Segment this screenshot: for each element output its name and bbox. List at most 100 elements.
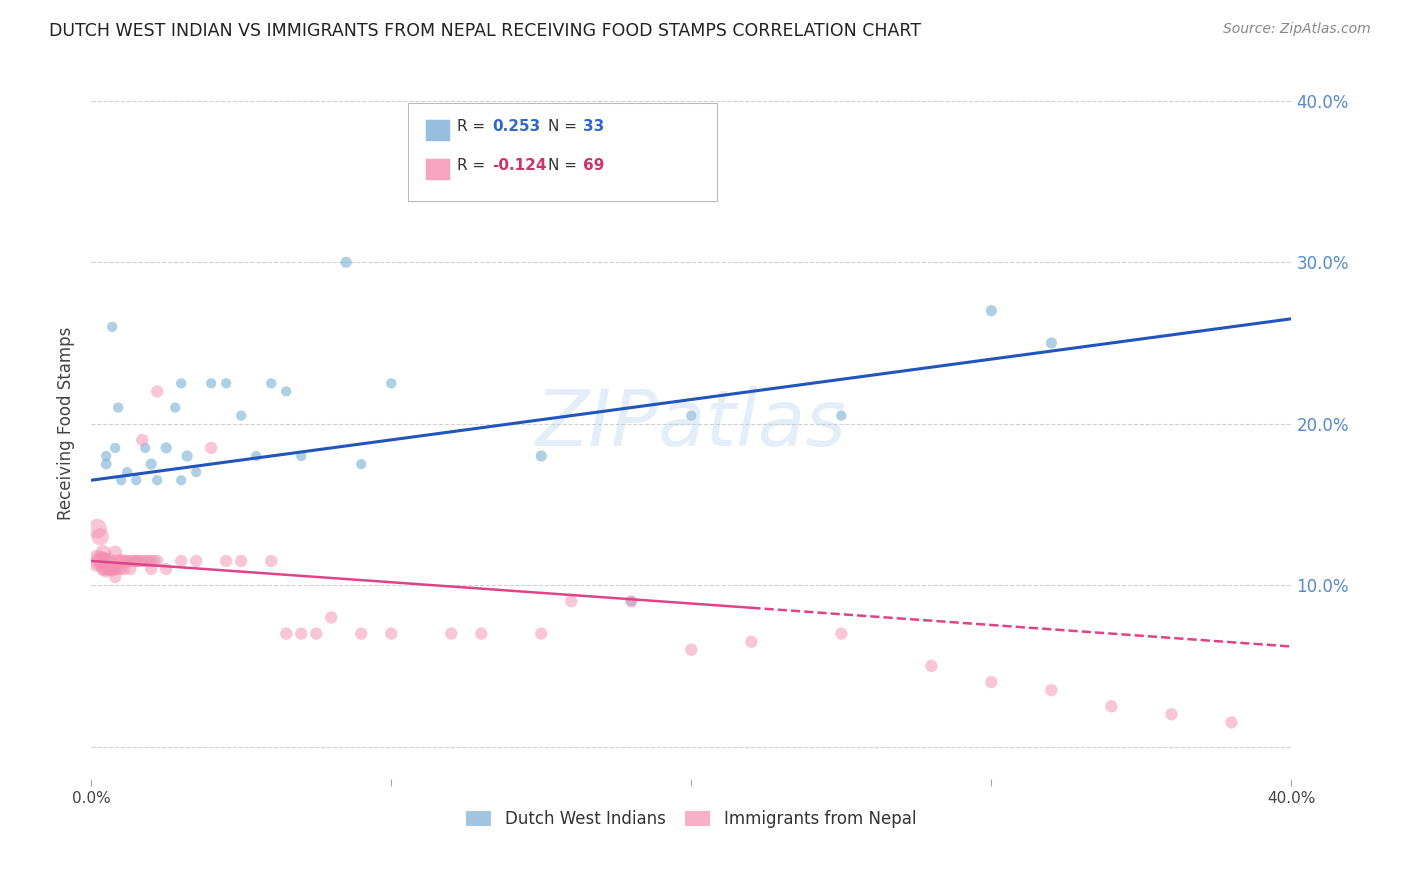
Point <box>321 610 343 624</box>
Point <box>186 554 208 568</box>
Point <box>440 626 463 640</box>
Point <box>141 457 163 471</box>
Point <box>89 530 111 544</box>
Point <box>96 449 118 463</box>
Point <box>112 554 135 568</box>
Point <box>107 401 129 415</box>
Point <box>91 546 114 560</box>
Point <box>170 376 193 391</box>
Point <box>176 449 198 463</box>
Point <box>260 554 283 568</box>
Point <box>186 465 208 479</box>
Y-axis label: Receiving Food Stamps: Receiving Food Stamps <box>58 327 75 520</box>
Point <box>125 554 148 568</box>
Point <box>1220 715 1243 730</box>
Point <box>380 626 402 640</box>
Point <box>146 473 169 487</box>
Point <box>1040 336 1063 351</box>
Point <box>620 594 643 608</box>
Point <box>98 554 121 568</box>
Point <box>350 626 373 640</box>
Point <box>96 562 118 576</box>
Legend: Dutch West Indians, Immigrants from Nepal: Dutch West Indians, Immigrants from Nepa… <box>460 803 922 835</box>
Point <box>91 554 114 568</box>
Point <box>134 441 156 455</box>
Point <box>200 376 222 391</box>
Point <box>91 562 114 576</box>
Point <box>155 562 177 576</box>
Point <box>305 626 328 640</box>
Point <box>146 384 169 399</box>
Point <box>89 554 111 568</box>
Point <box>104 546 127 560</box>
Text: Source: ZipAtlas.com: Source: ZipAtlas.com <box>1223 22 1371 37</box>
Point <box>98 562 121 576</box>
Point <box>1099 699 1122 714</box>
Point <box>101 562 124 576</box>
Point <box>86 554 108 568</box>
Point <box>136 554 159 568</box>
Point <box>1040 683 1063 698</box>
Point <box>245 449 267 463</box>
Point <box>120 554 142 568</box>
Point <box>115 554 138 568</box>
Point <box>260 376 283 391</box>
Point <box>107 562 129 576</box>
Point <box>120 562 142 576</box>
Point <box>920 659 942 673</box>
Text: N =: N = <box>548 159 582 173</box>
Point <box>530 626 553 640</box>
Point <box>141 562 163 576</box>
Point <box>96 457 118 471</box>
Text: DUTCH WEST INDIAN VS IMMIGRANTS FROM NEPAL RECEIVING FOOD STAMPS CORRELATION CHA: DUTCH WEST INDIAN VS IMMIGRANTS FROM NEP… <box>49 22 921 40</box>
Point <box>110 562 132 576</box>
Point <box>125 473 148 487</box>
Point <box>335 255 357 269</box>
Point <box>128 554 150 568</box>
Point <box>96 554 118 568</box>
Point <box>110 473 132 487</box>
Point <box>134 554 156 568</box>
Point <box>112 562 135 576</box>
Point <box>101 319 124 334</box>
Point <box>290 626 312 640</box>
Point <box>231 554 253 568</box>
Point <box>170 554 193 568</box>
Point <box>740 634 762 648</box>
Point <box>165 401 187 415</box>
Point <box>231 409 253 423</box>
Point <box>125 554 148 568</box>
Text: -0.124: -0.124 <box>492 159 547 173</box>
Point <box>141 554 163 568</box>
Point <box>131 433 153 447</box>
Point <box>143 554 166 568</box>
Point <box>1160 707 1182 722</box>
Point <box>830 626 852 640</box>
Point <box>276 384 298 399</box>
Point <box>470 626 492 640</box>
Point <box>104 562 127 576</box>
Point <box>681 642 703 657</box>
Point <box>146 554 169 568</box>
Point <box>115 465 138 479</box>
Point <box>276 626 298 640</box>
Point <box>681 409 703 423</box>
Point <box>170 473 193 487</box>
Point <box>830 409 852 423</box>
Text: 69: 69 <box>583 159 605 173</box>
Text: R =: R = <box>457 159 491 173</box>
Point <box>104 570 127 584</box>
Point <box>89 554 111 568</box>
Point <box>107 554 129 568</box>
Point <box>96 562 118 576</box>
Point <box>86 522 108 536</box>
Point <box>200 441 222 455</box>
Point <box>101 562 124 576</box>
Point <box>980 303 1002 318</box>
Point <box>101 562 124 576</box>
Point <box>122 554 145 568</box>
Point <box>350 457 373 471</box>
Point <box>131 554 153 568</box>
Text: R =: R = <box>457 120 491 134</box>
Point <box>155 441 177 455</box>
